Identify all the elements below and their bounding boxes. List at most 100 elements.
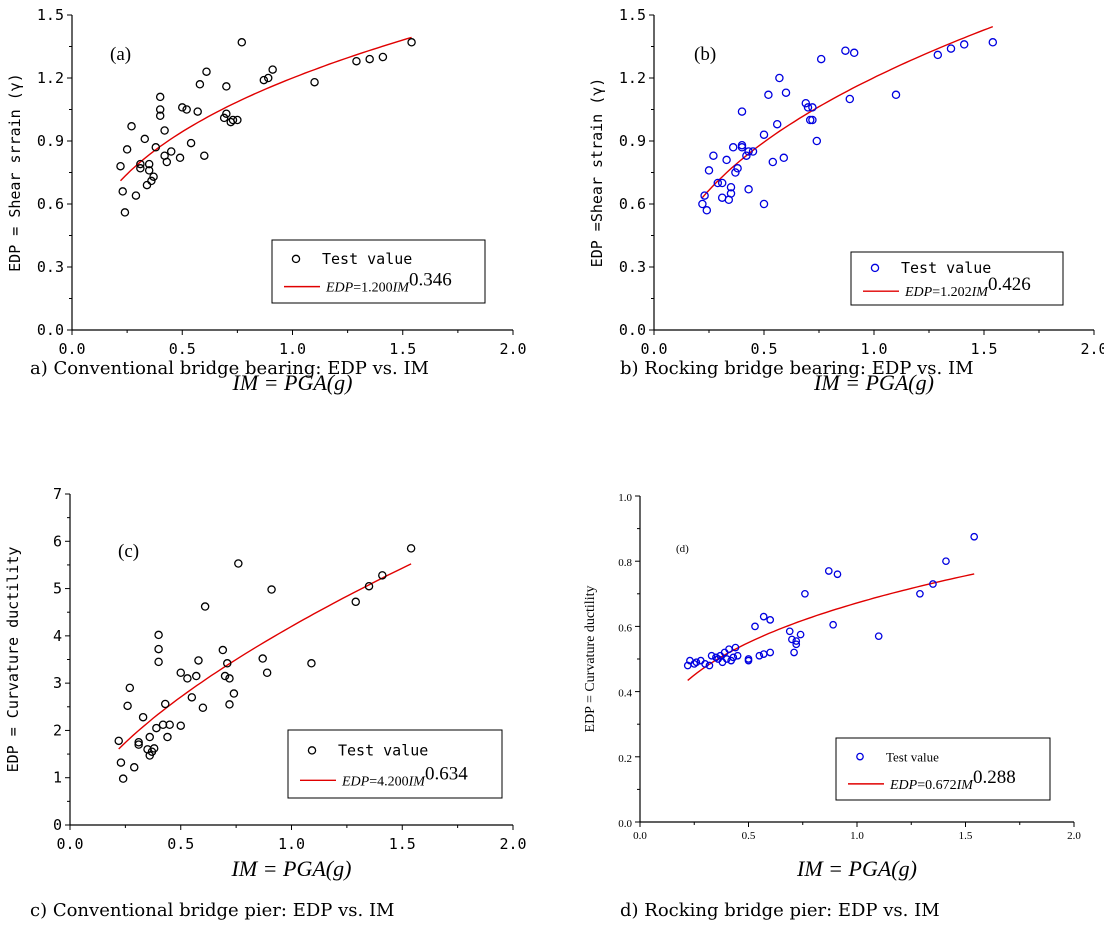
fit-coef: =0.672: [917, 778, 956, 793]
data-point: [808, 115, 817, 125]
data-point: [116, 758, 126, 767]
y-tick-label: 1.2: [37, 69, 64, 87]
data-point: [151, 143, 161, 152]
data-point: [775, 73, 784, 83]
data-point: [766, 616, 775, 624]
fit-coef: =4.200: [369, 774, 408, 789]
data-point: [874, 632, 883, 641]
data-point: [194, 656, 203, 665]
y-tick-label: 0: [53, 816, 62, 834]
data-point: [812, 136, 822, 146]
data-point: [222, 82, 231, 91]
data-point: [942, 557, 950, 566]
data-point: [147, 176, 156, 186]
chart-panel-c: 0.0 0.5 1.0 1.5 2.0 0 1 2 3 4 5 6 7 EDP = Curvature d…: [4, 485, 527, 881]
y-tick-label: 6: [53, 532, 62, 550]
panel-caption: c) Conventional bridge pier: EDP vs. IM: [30, 900, 395, 921]
data-point: [310, 77, 319, 87]
data-point: [262, 668, 272, 677]
data-point: [946, 44, 956, 53]
data-point: [824, 567, 833, 575]
data-point: [198, 703, 208, 712]
y-tick-label: 0.6: [37, 195, 64, 213]
data-point: [378, 571, 387, 580]
y-tick-label: 1.5: [619, 6, 646, 24]
data-point: [145, 732, 154, 742]
data-point: [816, 54, 826, 64]
x-tick-label: 1.0: [860, 340, 887, 358]
data-point: [166, 147, 176, 156]
data-point: [187, 693, 197, 702]
data-point: [764, 90, 773, 100]
data-point: [233, 115, 242, 125]
data-point: [263, 73, 273, 83]
data-point: [733, 651, 742, 660]
x-tick-label: 2.0: [1080, 340, 1104, 358]
data-point: [916, 589, 924, 598]
data-point: [731, 168, 740, 177]
data-point: [134, 740, 143, 749]
data-point: [131, 191, 141, 200]
data-point: [220, 671, 230, 681]
data-point: [803, 103, 813, 112]
data-point: [192, 671, 201, 681]
data-point: [792, 640, 801, 649]
data-point: [225, 700, 234, 709]
legend-box: [287, 729, 503, 799]
data-point: [200, 151, 209, 160]
data-point: [891, 90, 901, 100]
data-point: [728, 143, 738, 152]
data-point: [176, 668, 185, 677]
data-point: [725, 645, 733, 654]
y-tick-label: 0.8: [618, 557, 632, 569]
data-point: [829, 620, 837, 629]
data-point: [186, 138, 196, 148]
data-point: [709, 151, 718, 160]
x-tick-label: 2.0: [499, 340, 526, 358]
data-point: [116, 161, 125, 171]
y-tick-label: 0.0: [37, 321, 64, 339]
data-point: [959, 40, 969, 49]
data-point: [737, 143, 747, 152]
data-point: [788, 635, 796, 644]
x-tick-label: 0.0: [58, 340, 85, 358]
panel-caption: a) Conventional bridge bearing: EDP vs. …: [30, 358, 429, 379]
data-point: [155, 111, 165, 121]
fit-coef: =1.200: [353, 281, 392, 296]
data-point: [176, 721, 185, 730]
panel-label: (b): [694, 44, 716, 65]
legend-label: Test value: [901, 259, 991, 277]
data-point: [759, 612, 768, 621]
y-tick-label: 0.0: [618, 818, 632, 830]
y-tick-label: 1.5: [37, 6, 64, 24]
x-axis-label: IM = PGA(g): [232, 370, 353, 395]
data-point: [748, 147, 758, 156]
data-point: [792, 637, 801, 645]
data-point: [744, 185, 753, 194]
data-point: [144, 159, 154, 169]
data-point: [177, 103, 187, 112]
y-axis-label: EDP = Curvature ductility: [583, 586, 598, 733]
data-point: [162, 157, 172, 167]
data-point: [378, 52, 388, 62]
x-axis-label: IM = PGA(g): [231, 856, 352, 881]
data-point: [165, 720, 174, 730]
x-tick-label: 1.5: [959, 830, 973, 842]
y-axis-label: EDP =Shear strain (γ): [588, 78, 606, 268]
data-point: [970, 532, 979, 541]
data-point: [790, 648, 798, 657]
data-point: [142, 180, 152, 190]
x-tick-label: 1.0: [279, 340, 306, 358]
y-tick-label: 2: [53, 721, 62, 739]
data-point: [406, 544, 416, 553]
y-tick-label: 0.6: [619, 195, 646, 213]
legend-label: Test value: [322, 250, 412, 268]
data-point: [707, 651, 716, 660]
data-point: [140, 134, 150, 144]
data-point: [700, 191, 709, 200]
data-point: [845, 94, 855, 104]
y-tick-label: 0.3: [619, 258, 646, 276]
data-point: [751, 622, 759, 631]
data-point: [365, 54, 374, 64]
data-point: [704, 166, 714, 175]
